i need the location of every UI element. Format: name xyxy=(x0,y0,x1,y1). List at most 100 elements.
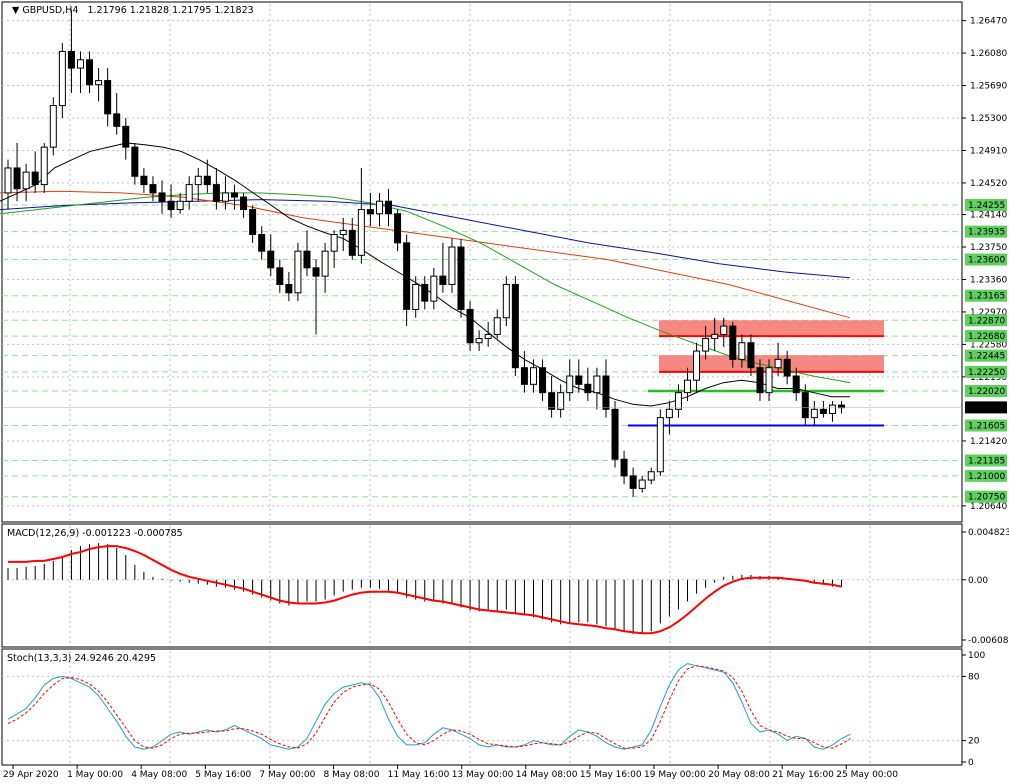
level-tag-label: 1.21185 xyxy=(968,456,1005,466)
level-tag-label: 1.22445 xyxy=(968,352,1005,362)
candle-body xyxy=(665,408,673,419)
macd-tick-label: -0.006082 xyxy=(968,636,1009,646)
candle-body xyxy=(421,283,429,302)
candle-body xyxy=(502,283,510,319)
current-price-label: 1.21823 xyxy=(968,403,1005,413)
ma-slow-line xyxy=(0,190,851,319)
candle-body xyxy=(430,275,438,302)
price-tick-label: 1.22970 xyxy=(970,308,1007,318)
candle-body xyxy=(95,80,103,86)
stoch-tick-label: 80 xyxy=(968,672,980,682)
price-tick-label: 1.23750 xyxy=(970,243,1007,253)
candle-body xyxy=(747,342,755,369)
candle-body xyxy=(457,246,465,310)
candle-body xyxy=(792,375,800,394)
candle-body xyxy=(348,229,356,256)
candle-body xyxy=(357,209,365,256)
level-tag-label: 1.23600 xyxy=(968,256,1005,266)
candle-body xyxy=(801,392,809,419)
candle-body xyxy=(611,408,619,460)
candle-body xyxy=(13,167,21,190)
candle-body xyxy=(158,192,166,202)
candle-body xyxy=(738,342,746,360)
resistance-zone xyxy=(659,320,884,337)
candle-body xyxy=(412,283,420,310)
price-tick-label: 1.22580 xyxy=(970,340,1007,350)
stoch-tick-label: 20 xyxy=(968,737,980,747)
candle-body xyxy=(49,105,57,148)
candle-body xyxy=(194,175,202,186)
level-tag-bg xyxy=(965,365,1007,378)
candle-body xyxy=(240,196,248,211)
candle-body xyxy=(221,192,229,202)
candle-body xyxy=(520,367,528,385)
stoch-lines xyxy=(7,663,851,750)
candle-body xyxy=(810,408,818,419)
candle-body xyxy=(765,367,773,394)
candle-body xyxy=(584,383,592,394)
stoch-header: Stoch(13,3,3) 24.9246 20.4295 xyxy=(7,653,156,664)
level-tag-bg xyxy=(965,385,1007,397)
candle-body xyxy=(566,375,574,394)
candle-body xyxy=(131,146,139,177)
time-tick-label: 5 May 16:00 xyxy=(195,770,251,780)
candle-body xyxy=(104,80,112,115)
candle-body xyxy=(684,379,691,394)
candles xyxy=(4,9,846,497)
macd-axis: 0.004823 0.00 -0.006082 xyxy=(962,528,1009,646)
macd-panel xyxy=(1,523,963,648)
candle-body xyxy=(828,404,836,414)
candle-body xyxy=(629,475,637,489)
candle-body xyxy=(176,200,184,211)
level-tag-label: 1.22870 xyxy=(968,316,1005,326)
price-tick-label: 1.24520 xyxy=(970,179,1007,189)
level-tag-label: 1.22250 xyxy=(968,368,1005,378)
candle-body xyxy=(375,200,383,215)
time-tick-label: 1 May 00:00 xyxy=(67,770,123,780)
price-tick-label: 1.26470 xyxy=(970,17,1007,27)
chart-header: ▼ GBPUSD,H4 1.21796 1.21828 1.21795 1.21… xyxy=(12,5,254,16)
candle-body xyxy=(466,308,474,344)
chart-arrow-icon: ▼ xyxy=(12,5,22,16)
level-tag-bg xyxy=(965,253,1007,266)
candle-body xyxy=(149,184,157,194)
candle-body xyxy=(647,471,655,481)
time-tick-label: 15 May 16:00 xyxy=(580,770,642,780)
time-tick-label: 20 May 08:00 xyxy=(708,770,770,780)
current-price-tag xyxy=(965,401,1007,414)
candle-body xyxy=(620,458,628,477)
candle-body xyxy=(58,50,66,107)
candle-body xyxy=(185,184,193,202)
level-tag-label: 1.21000 xyxy=(968,472,1005,482)
candle-body xyxy=(140,175,148,186)
level-tag-bg xyxy=(965,469,1007,482)
time-tick-label: 29 Apr 2020 xyxy=(3,770,59,780)
candle-body xyxy=(385,200,393,215)
candle-body xyxy=(448,246,456,285)
level-tag-bg xyxy=(965,314,1007,327)
candle-body xyxy=(819,408,827,414)
ohlc-values: 1.21796 1.21828 1.21795 1.21823 xyxy=(87,5,253,16)
level-tag-label: 1.20750 xyxy=(968,493,1005,503)
stoch-main-line xyxy=(7,663,851,750)
stoch-tick-label: 0 xyxy=(968,758,974,768)
macd-signal-line xyxy=(8,545,842,635)
level-tags: 1.24255 1.23935 1.23600 1.23165 1.22870 1.226… xyxy=(2,198,1007,503)
time-tick-label: 25 May 00:00 xyxy=(836,770,898,780)
candle-body xyxy=(86,59,94,86)
level-tag-bg xyxy=(965,225,1007,238)
candle-body xyxy=(729,325,737,360)
candle-body xyxy=(439,275,447,285)
time-tick-label: 19 May 00:00 xyxy=(644,770,706,780)
candle-body xyxy=(774,358,782,369)
candle-body xyxy=(529,367,537,385)
candle-body xyxy=(475,338,483,344)
candle-body xyxy=(783,358,791,377)
time-tick-label: 14 May 08:00 xyxy=(516,770,578,780)
candle-body xyxy=(548,392,556,410)
level-tag-label: 1.21605 xyxy=(968,422,1005,432)
candle-body xyxy=(303,250,311,269)
candle-body xyxy=(593,375,601,394)
candle-body xyxy=(312,267,320,277)
